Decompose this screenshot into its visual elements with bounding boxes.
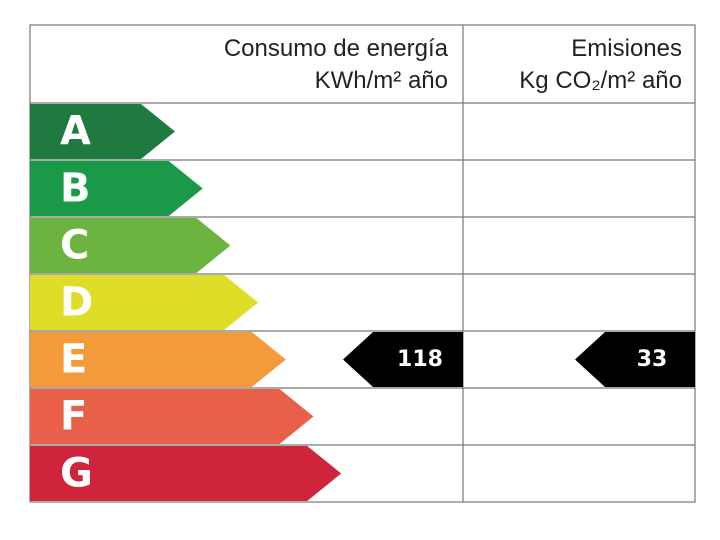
emissions-unit: Kg CO₂/m² año bbox=[519, 67, 682, 94]
rating-arrow bbox=[30, 161, 203, 216]
rating-letter: B bbox=[60, 166, 91, 212]
indicator-value: 118 bbox=[397, 347, 443, 372]
rating-arrow bbox=[30, 104, 175, 159]
rating-letter: G bbox=[60, 451, 93, 497]
rating-arrow bbox=[30, 332, 286, 387]
rating-arrow bbox=[30, 275, 259, 330]
rating-letter: F bbox=[60, 394, 87, 440]
indicator-value: 33 bbox=[637, 347, 668, 372]
indicator-arrow bbox=[343, 332, 463, 387]
energy-title: Consumo de energía bbox=[224, 35, 449, 62]
rating-letter: E bbox=[60, 337, 87, 383]
rating-arrow bbox=[30, 446, 342, 501]
indicator-arrow bbox=[575, 332, 695, 387]
energy-unit: KWh/m² año bbox=[315, 67, 448, 94]
rating-letter: D bbox=[60, 280, 93, 326]
rating-arrow bbox=[30, 218, 231, 273]
rating-arrow bbox=[30, 389, 314, 444]
rating-letter: C bbox=[60, 223, 89, 269]
emissions-title: Emisiones bbox=[571, 35, 682, 62]
rating-letter: A bbox=[60, 109, 91, 155]
